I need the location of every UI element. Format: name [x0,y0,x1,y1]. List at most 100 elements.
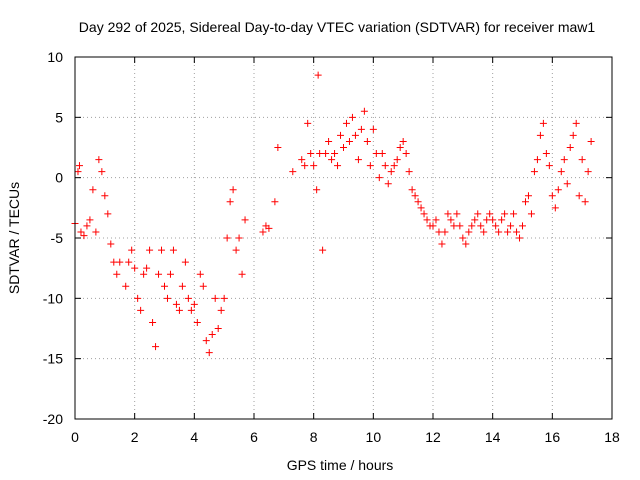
data-point [575,192,583,200]
data-points [71,71,595,357]
data-point [399,137,407,145]
data-point [498,216,506,224]
data-point [131,264,139,272]
data-point [566,144,574,151]
data-point [161,282,168,290]
y-tick-label: -20 [43,411,63,427]
data-point [310,162,318,170]
data-point [462,240,470,248]
data-point [384,180,392,188]
data-point [420,210,428,218]
data-point [163,294,171,302]
data-point [337,131,345,139]
data-point [441,228,449,236]
data-point [75,162,83,170]
data-point [265,224,273,232]
data-point [521,198,529,206]
data-point [238,270,246,278]
data-point [214,325,222,332]
data-point [158,246,166,254]
data-point [184,294,192,302]
x-tick-label: 6 [250,429,258,445]
data-point [340,144,347,151]
data-point [393,156,401,164]
data-point [504,228,512,236]
data-point [331,150,339,158]
data-point [402,150,410,158]
data-point [140,270,148,278]
data-point [351,131,359,139]
data-point [465,228,473,236]
data-point [208,331,216,339]
x-tick-label: 0 [71,429,79,445]
data-point [432,216,440,224]
data-point [501,210,509,218]
data-point [181,258,189,266]
data-point [572,119,580,127]
y-tick-label: 5 [55,109,63,125]
data-point [539,119,547,127]
data-point [190,300,198,308]
data-point [372,150,380,158]
data-point [387,168,395,176]
x-tick-label: 2 [131,429,139,445]
data-point [77,228,85,236]
data-point [187,306,195,314]
data-point [536,131,544,139]
y-tick-label: 10 [47,49,63,65]
data-point [468,222,476,230]
data-point [125,258,133,266]
data-point [456,222,464,230]
data-point [146,246,154,254]
data-point [211,294,219,302]
data-point [223,234,231,242]
data-point [137,306,145,314]
data-point [563,180,571,188]
data-point [560,156,568,164]
data-point [307,150,315,158]
data-point [298,156,306,164]
data-point [128,246,136,254]
y-tick-label: 0 [55,170,63,186]
data-point [134,294,142,302]
data-point [232,246,240,254]
data-point [489,216,497,224]
x-tick-label: 10 [366,429,382,445]
y-tick-label: -15 [43,351,63,367]
data-point [169,246,177,254]
data-point [396,144,404,151]
data-point [342,119,350,127]
data-point [354,156,362,164]
x-tick-label: 16 [545,429,561,445]
data-point [423,216,431,224]
data-point [196,270,204,278]
data-point [471,216,479,224]
data-point [587,137,595,145]
data-point [527,210,535,218]
data-point [480,228,488,236]
data-point [474,210,482,218]
data-point [548,192,556,200]
data-point [551,204,559,212]
data-point [86,216,94,224]
data-point [155,270,163,278]
data-point [152,343,160,351]
data-point [417,204,425,212]
data-point [143,264,151,272]
x-tick-label: 4 [190,429,198,445]
data-point [80,232,88,240]
data-point [581,198,589,206]
data-point [486,210,494,218]
data-point [554,186,562,194]
data-point [304,119,312,127]
x-tick-label: 14 [485,429,501,445]
data-point [175,306,183,314]
data-point [178,282,186,290]
y-axis-label: SDTVAR / TECUs [6,182,22,294]
data-point [322,150,330,158]
data-point [101,192,109,200]
data-point [363,137,371,145]
data-point [220,294,228,302]
data-point [405,168,413,176]
